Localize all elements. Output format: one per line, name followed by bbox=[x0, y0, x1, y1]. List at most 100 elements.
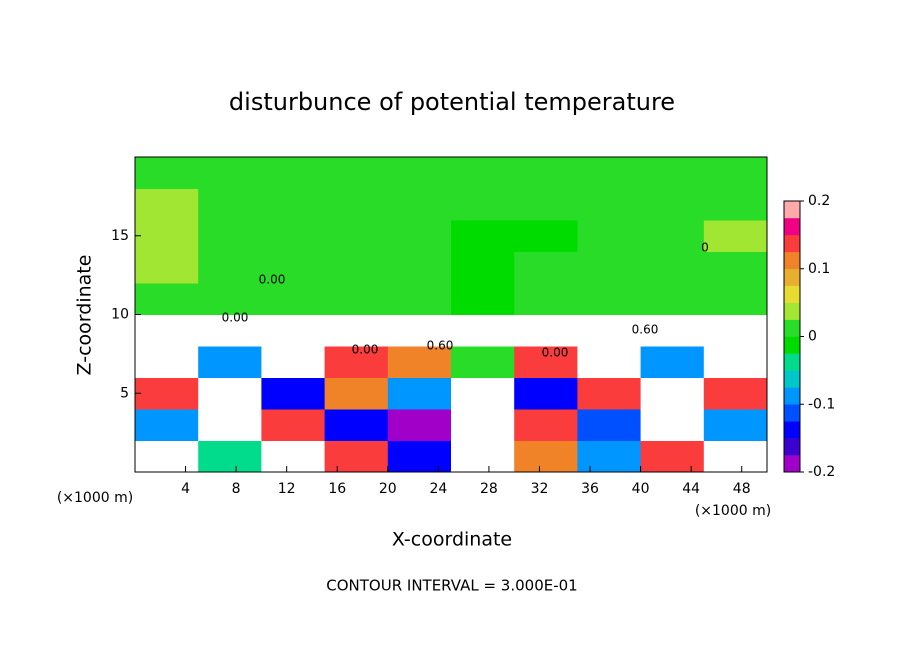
field-cell bbox=[324, 440, 389, 473]
footer-note: CONTOUR INTERVAL = 3.000E-01 bbox=[326, 577, 577, 595]
field-cell bbox=[324, 377, 389, 410]
field-cell bbox=[514, 314, 578, 347]
contour-label: 0.60 bbox=[632, 323, 659, 337]
x-tick-label: 20 bbox=[379, 481, 397, 497]
field-cell bbox=[640, 409, 705, 441]
field-cell bbox=[198, 440, 262, 473]
x-tick-label: 8 bbox=[232, 481, 241, 497]
field-cell bbox=[514, 283, 578, 315]
field-cell bbox=[451, 283, 515, 315]
y-tick-label: 5 bbox=[120, 385, 129, 401]
field-cell bbox=[514, 377, 578, 410]
x-tick-label: 44 bbox=[682, 481, 700, 497]
colorbar-segment bbox=[784, 234, 800, 253]
colorbar-segment bbox=[784, 336, 800, 354]
field-cell bbox=[261, 346, 326, 378]
y-axis-label: Z-coordinate bbox=[74, 255, 96, 376]
field-cell bbox=[135, 157, 199, 189]
colorbar-segment bbox=[784, 438, 800, 456]
field-cell bbox=[640, 188, 705, 221]
field-cell bbox=[577, 188, 642, 221]
field-cell bbox=[135, 188, 199, 221]
field-cell bbox=[577, 314, 642, 347]
field-cell bbox=[198, 314, 262, 347]
field-cell bbox=[451, 188, 515, 221]
field-cell bbox=[198, 188, 262, 221]
field-cell bbox=[703, 188, 768, 221]
contour-label: 0 bbox=[701, 241, 709, 255]
field-cell bbox=[577, 440, 642, 473]
colorbar-segment bbox=[784, 268, 800, 286]
field-cell bbox=[135, 251, 199, 284]
field-cell bbox=[135, 377, 199, 410]
y-tick-label: 15 bbox=[111, 228, 129, 244]
x-unit: (×1000 m) bbox=[695, 503, 771, 519]
colorbar-segment bbox=[784, 302, 800, 320]
chart-title: disturbunce of potential temperature bbox=[229, 88, 675, 116]
colorbar-segment bbox=[784, 285, 800, 303]
contour-label: 0.00 bbox=[222, 311, 249, 325]
field-cell bbox=[324, 346, 389, 378]
field-cell bbox=[135, 409, 199, 441]
y-tick-label: 10 bbox=[111, 307, 129, 323]
field-cell bbox=[640, 314, 705, 347]
field-cell bbox=[261, 314, 326, 347]
x-tick-label: 32 bbox=[531, 481, 549, 497]
x-tick-label: 4 bbox=[181, 481, 190, 497]
field-cell bbox=[324, 314, 389, 347]
colorbar-segment bbox=[784, 217, 800, 236]
field-cell bbox=[514, 251, 578, 284]
field-cell bbox=[135, 346, 199, 378]
field-cell bbox=[387, 377, 452, 410]
field-cell bbox=[324, 409, 389, 441]
field-cell bbox=[514, 346, 578, 378]
field-cell bbox=[261, 409, 326, 441]
field-cell bbox=[703, 440, 768, 473]
field-cell bbox=[324, 157, 389, 189]
field-cell bbox=[198, 283, 262, 315]
field-cell bbox=[703, 409, 768, 441]
field-cell bbox=[514, 440, 578, 473]
colorbar-segment bbox=[784, 387, 800, 405]
colorbar-segment bbox=[784, 251, 800, 270]
field-cell bbox=[577, 283, 642, 315]
field-cell bbox=[387, 251, 452, 284]
field-cell bbox=[640, 346, 705, 378]
field-cell bbox=[324, 251, 389, 284]
field-cell bbox=[451, 346, 515, 378]
field-cell bbox=[451, 251, 515, 284]
field-cell bbox=[261, 188, 326, 221]
colorbar-segment bbox=[784, 370, 800, 388]
colorbar-tick-label: 0.1 bbox=[808, 261, 830, 277]
field-cell bbox=[703, 314, 768, 347]
field-cell bbox=[387, 346, 452, 378]
field-cell bbox=[198, 157, 262, 189]
field-cell bbox=[261, 377, 326, 410]
field-cell bbox=[703, 220, 768, 252]
field-cell bbox=[198, 377, 262, 410]
field-cell bbox=[703, 377, 768, 410]
y-unit: (×1000 m) bbox=[57, 490, 133, 506]
contour-label: 0.00 bbox=[542, 346, 569, 360]
field-cell bbox=[451, 314, 515, 347]
x-tick-label: 40 bbox=[632, 481, 650, 497]
x-tick-label: 16 bbox=[328, 481, 346, 497]
field-cell bbox=[451, 157, 515, 189]
field-cell bbox=[514, 409, 578, 441]
contour-label: 0.60 bbox=[427, 339, 454, 353]
field-cell bbox=[198, 409, 262, 441]
field-cell bbox=[640, 220, 705, 252]
field-cell bbox=[577, 251, 642, 284]
field-cell bbox=[261, 220, 326, 252]
field-cell bbox=[703, 283, 768, 315]
field-cell bbox=[577, 220, 642, 252]
field-cell bbox=[514, 157, 578, 189]
colorbar-segment bbox=[784, 353, 800, 371]
colorbar-tick-label: -0.1 bbox=[808, 396, 835, 412]
field-cell bbox=[135, 220, 199, 252]
field-cell bbox=[135, 440, 199, 473]
field-cell bbox=[387, 283, 452, 315]
colorbar-tick-label: 0 bbox=[808, 329, 817, 345]
field-cell bbox=[577, 409, 642, 441]
